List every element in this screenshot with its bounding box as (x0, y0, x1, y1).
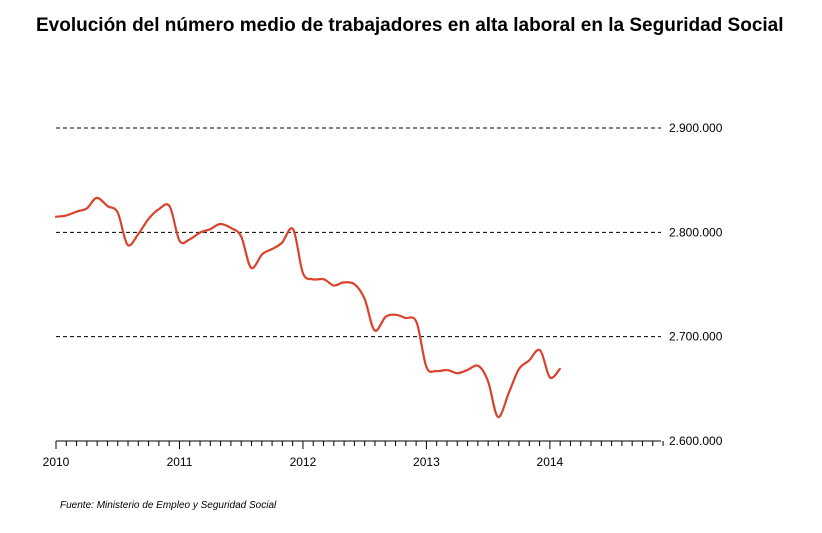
series-line (54, 196, 561, 419)
y-tick-label: 2.900.000 (669, 121, 723, 135)
y-tick-label: 2.700.000 (669, 330, 723, 344)
x-tick-label: 2011 (167, 455, 193, 469)
x-tick-label: 2010 (43, 455, 70, 469)
x-tick-label: 2012 (290, 455, 317, 469)
x-axis (55, 440, 664, 449)
source-note: Fuente: Ministerio de Empleo y Seguridad… (60, 500, 277, 511)
x-axis-labels: 2010 2011 2012 2013 2014 (43, 455, 564, 469)
series-group (54, 196, 561, 419)
y-axis-labels: 2.600.000 2.700.000 2.800.000 2.900.000 (669, 121, 723, 448)
gridlines (56, 127, 661, 338)
chart-title: Evolución del número medio de trabajador… (36, 15, 784, 36)
y-tick-label: 2.600.000 (669, 434, 723, 448)
y-tick-label: 2.800.000 (669, 225, 723, 239)
x-tick-label: 2014 (537, 455, 564, 469)
x-tick-label: 2013 (413, 455, 440, 469)
